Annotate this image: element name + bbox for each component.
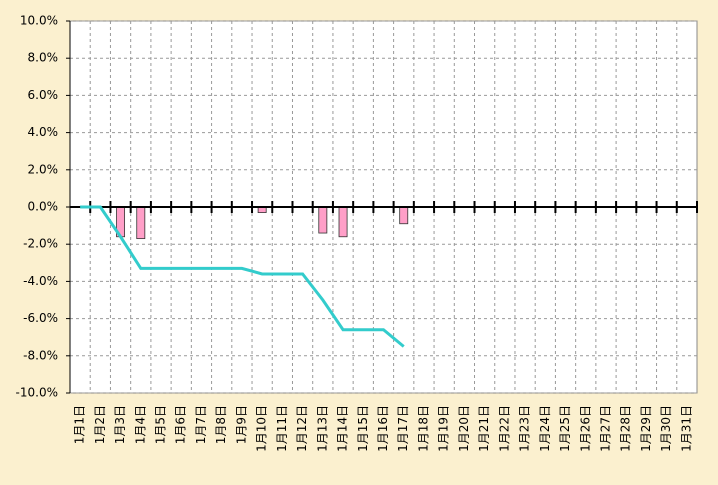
y-tick-label: 0.0% xyxy=(28,200,59,214)
x-tick-label: 1月30日 xyxy=(659,405,673,452)
x-tick-label: 1月23日 xyxy=(518,405,532,452)
x-tick-label: 1月25日 xyxy=(558,405,572,452)
x-tick-label: 1月16日 xyxy=(376,405,390,452)
y-tick-label: -8.0% xyxy=(23,348,58,362)
x-tick-label: 1月1日 xyxy=(73,405,87,444)
x-tick-label: 1月11日 xyxy=(275,405,289,452)
y-tick-label: 4.0% xyxy=(28,125,59,139)
x-tick-label: 1月14日 xyxy=(336,405,350,452)
x-tick-label: 1月3日 xyxy=(113,405,127,444)
x-tick-label: 1月24日 xyxy=(538,405,552,452)
x-tick-label: 1月8日 xyxy=(214,405,228,444)
x-tick-label: 1月17日 xyxy=(396,405,410,452)
y-tick-label: -10.0% xyxy=(16,386,58,400)
x-tick-label: 1月29日 xyxy=(639,405,653,452)
bar xyxy=(318,206,328,234)
x-tick-label: 1月21日 xyxy=(477,405,491,452)
y-tick-label: 2.0% xyxy=(28,162,59,176)
x-tick-label: 1月19日 xyxy=(437,405,451,452)
x-tick-label: 1月6日 xyxy=(174,405,188,444)
x-tick-label: 1月2日 xyxy=(93,405,107,444)
x-tick-label: 1月18日 xyxy=(416,405,430,452)
y-tick-label: -2.0% xyxy=(23,237,58,251)
x-tick-label: 1月12日 xyxy=(295,405,309,452)
x-tick-label: 1月26日 xyxy=(578,405,592,452)
bar xyxy=(136,206,146,240)
x-tick-label: 1月9日 xyxy=(234,405,248,444)
x-tick-label: 1月27日 xyxy=(598,405,612,452)
y-tick-label: -6.0% xyxy=(23,311,58,325)
bar xyxy=(399,206,409,225)
x-tick-label: 1月20日 xyxy=(457,405,471,452)
y-tick-label: 8.0% xyxy=(28,51,59,65)
x-tick-label: 1月13日 xyxy=(315,405,329,452)
x-tick-label: 1月4日 xyxy=(133,405,147,444)
y-tick-label: -4.0% xyxy=(23,274,58,288)
bar xyxy=(338,206,348,238)
x-tick-label: 1月5日 xyxy=(154,405,168,444)
x-tick-label: 1月31日 xyxy=(679,405,693,452)
y-tick-label: 10.0% xyxy=(20,14,58,28)
x-tick-label: 1月22日 xyxy=(497,405,511,452)
line xyxy=(80,205,405,348)
y-tick-label: 6.0% xyxy=(28,88,59,102)
x-tick-label: 1月10日 xyxy=(255,405,269,452)
x-tick-label: 1月28日 xyxy=(619,405,633,452)
x-tick-label: 1月15日 xyxy=(356,405,370,452)
x-tick-label: 1月7日 xyxy=(194,405,208,444)
